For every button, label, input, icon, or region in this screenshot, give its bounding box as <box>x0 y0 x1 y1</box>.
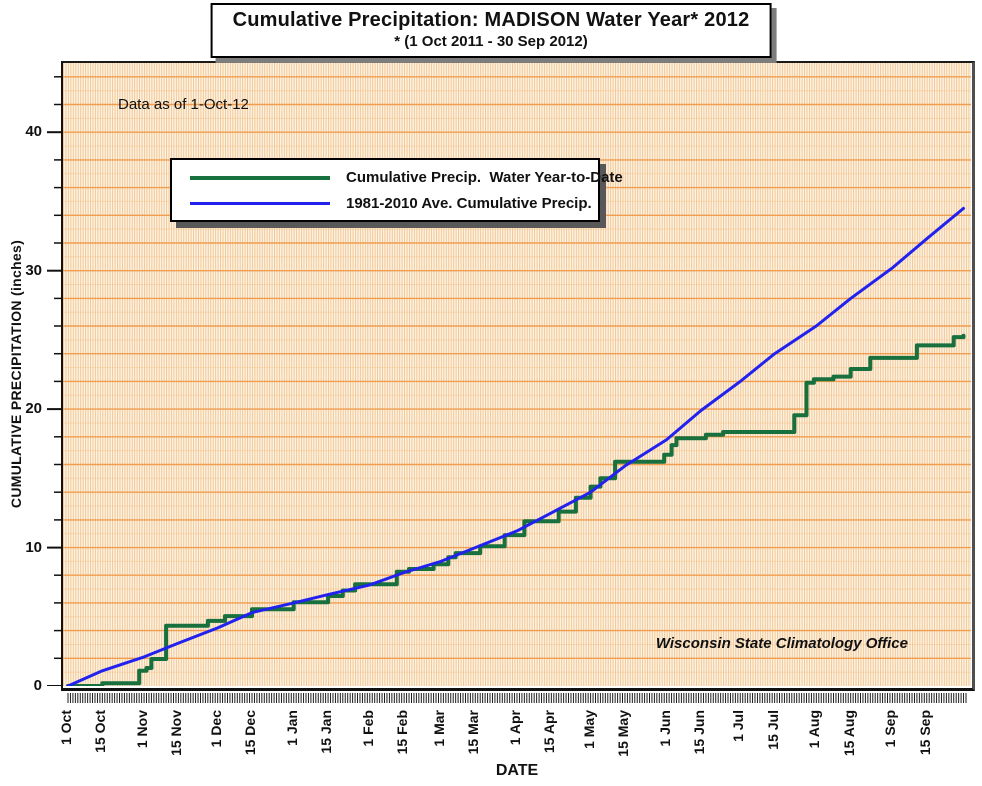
y-tick-label: 0 <box>33 677 42 694</box>
x-tick-label: 1 Aug <box>806 710 823 749</box>
legend-label-average: 1981-2010 Ave. Cumulative Precip. <box>346 195 592 212</box>
legend-line-0 <box>190 175 330 180</box>
x-tick-label: 1 Oct <box>58 710 74 746</box>
y-tick-label: 10 <box>25 538 42 556</box>
y-axis-ticks <box>47 76 63 686</box>
legend-line-1 <box>190 202 330 205</box>
y-tick-label: 20 <box>25 400 42 418</box>
x-tick-label: 1 Apr <box>507 710 523 746</box>
x-tick-label: 1 Nov <box>134 710 151 749</box>
x-tick-label: 1 Jun <box>656 710 673 747</box>
y-tick-label: 30 <box>25 261 42 279</box>
x-axis-title: DATE <box>495 762 539 779</box>
legend-box: Cumulative Precip. Water Year-to-Date 19… <box>170 158 623 222</box>
x-tick-label: 1 Sep <box>882 710 899 748</box>
x-tick-label: 15 Jun <box>691 710 708 755</box>
x-tick-label: 15 May <box>614 710 631 757</box>
y-tick-label: 40 <box>25 123 42 141</box>
x-tick-label: 1 Mar <box>430 710 447 747</box>
x-tick-label: 15 Apr <box>541 710 558 754</box>
chart-title: Cumulative Precipitation: MADISON Water … <box>232 9 750 31</box>
y-axis-title: CUMULATIVE PRECIPITATION (inches) <box>8 239 24 509</box>
x-tick-label: 15 Jan <box>318 710 335 754</box>
legend-item-average: 1981-2010 Ave. Cumulative Precip. <box>190 195 592 212</box>
x-tick-label: 15 Dec <box>242 710 259 756</box>
x-axis-day-ticks <box>67 693 967 703</box>
x-tick-label: 1 Dec <box>207 710 224 748</box>
data-as-of-note: Data as of 1-Oct-12 <box>118 96 249 113</box>
title-box: Cumulative Precipitation: MADISON Water … <box>210 3 772 58</box>
x-tick-label: 15 Sep <box>916 710 933 756</box>
attribution-note: Wisconsin State Climatology Office <box>655 635 908 652</box>
legend-item-observed: Cumulative Precip. Water Year-to-Date <box>190 169 623 186</box>
x-tick-label: 15 Jul <box>764 710 781 750</box>
legend-label-observed: Cumulative Precip. Water Year-to-Date <box>346 169 623 186</box>
chart-canvas <box>63 63 971 686</box>
chart-subtitle: * (1 Oct 2011 - 30 Sep 2012) <box>394 33 588 50</box>
x-tick-label: 15 Aug <box>840 710 857 757</box>
x-tick-label: 15 Oct <box>92 710 109 753</box>
x-tick-label: 1 Jul <box>730 710 747 742</box>
x-tick-label: 15 Feb <box>394 710 411 755</box>
x-tick-label: 1 May <box>580 710 597 749</box>
plot-area: Data as of 1-Oct-12 Wisconsin State Clim… <box>61 61 975 691</box>
x-tick-label: 1 Feb <box>359 710 376 747</box>
x-tick-label: 15 Nov <box>168 710 185 756</box>
x-tick-label: 15 Mar <box>465 710 482 755</box>
x-tick-label: 1 Jan <box>283 710 300 746</box>
